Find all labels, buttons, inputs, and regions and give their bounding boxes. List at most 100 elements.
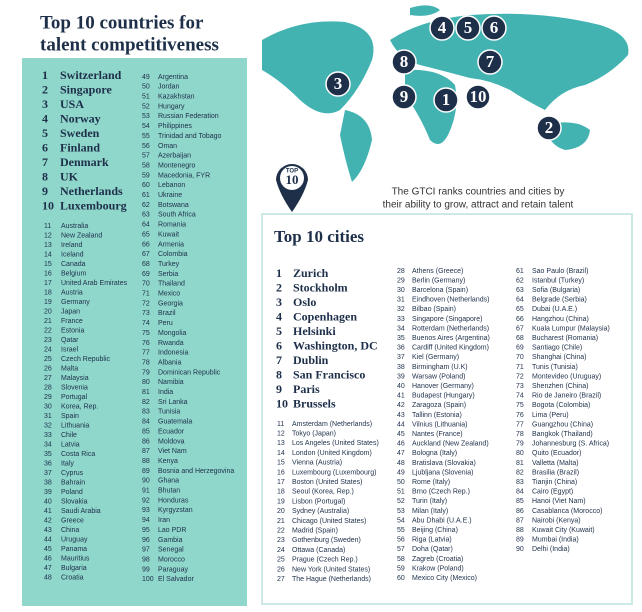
city-name: Shenzhen (China)	[532, 383, 588, 390]
city-rank: 73	[516, 383, 524, 390]
city-name: Tallinn (Estonia)	[412, 412, 462, 419]
city-name: Quito (Ecuador)	[532, 450, 581, 457]
map-marker	[391, 49, 417, 75]
city-rank: 82	[516, 469, 524, 476]
city-name: Kuala Lumpur (Malaysia)	[532, 325, 610, 332]
country-rank: 74	[142, 320, 150, 327]
country-rank: 14	[44, 251, 52, 258]
country-name: Hungary	[158, 103, 185, 110]
country-name: Brazil	[158, 310, 176, 317]
country-name: Saudi Arabia	[61, 508, 101, 515]
country-name: Gambia	[158, 537, 183, 544]
city-rank: 13	[277, 440, 285, 447]
city-name: Bologna (Italy)	[412, 450, 457, 457]
country-name: Croatia	[61, 574, 84, 581]
city-name: Sao Paulo (Brazil)	[532, 268, 588, 275]
map-marker	[391, 84, 417, 110]
country-name: Japan	[61, 308, 80, 315]
country-rank: 72	[142, 300, 150, 307]
country-name: UK	[60, 169, 79, 183]
city-name: Vienna (Austria)	[292, 460, 342, 467]
country-name: Georgia	[158, 300, 183, 307]
country-name: Armenia	[158, 241, 184, 248]
badge-top: TOP	[286, 169, 298, 175]
country-name: Kenya	[158, 458, 178, 465]
city-name: Belgrade (Serbia)	[532, 297, 587, 304]
map-marker-label: 1	[442, 90, 451, 109]
city-rank: 25	[277, 557, 285, 564]
city-rank: 39	[397, 373, 405, 380]
map-marker	[536, 115, 562, 141]
country-rank: 41	[44, 508, 52, 515]
city-name: Berlin (Germany)	[412, 277, 465, 284]
country-name: Romania	[158, 222, 186, 229]
country-name: Kazakhstan	[158, 94, 195, 101]
country-name: El Salvador	[158, 576, 194, 583]
city-rank: 8	[276, 367, 282, 381]
country-name: Estonia	[61, 327, 84, 334]
city-rank: 63	[516, 287, 524, 294]
city-name: Zagreb (Croatia)	[412, 556, 463, 563]
city-rank: 33	[397, 316, 405, 323]
country-name: Guatemala	[158, 419, 192, 426]
city-rank: 20	[277, 508, 285, 515]
city-rank: 11	[277, 421, 284, 428]
city-rank: 66	[516, 316, 524, 323]
city-rank: 76	[516, 412, 524, 419]
country-name: Bhutan	[158, 488, 180, 495]
city-name: Ljubljana (Slovenia)	[412, 469, 473, 476]
city-name: Kuwait City (Kuwait)	[532, 527, 595, 534]
country-name: Singapore	[60, 82, 112, 96]
country-name: Luxembourg	[60, 198, 127, 212]
country-name: Netherlands	[60, 184, 123, 198]
city-name: Tokyo (Japan)	[292, 431, 336, 438]
city-name: Montevideo (Uruguay)	[532, 373, 601, 380]
country-rank: 80	[142, 379, 150, 386]
city-name: Cardiff (United Kingdom)	[412, 345, 489, 352]
city-rank: 77	[516, 421, 524, 428]
country-rank: 70	[142, 281, 150, 288]
city-rank: 34	[397, 325, 405, 332]
city-name: Auckland (New Zealand)	[412, 441, 489, 448]
country-name: Latvia	[61, 441, 80, 448]
country-name: Israel	[61, 346, 79, 353]
city-name: Amsterdam (Netherlands)	[292, 421, 372, 428]
country-rank: 7	[42, 155, 48, 169]
city-rank: 67	[516, 325, 524, 332]
country-rank: 5	[42, 126, 48, 140]
city-rank: 84	[516, 489, 524, 496]
city-rank: 21	[277, 518, 285, 525]
world-map	[262, 5, 629, 182]
city-name: Singapore (Singapore)	[412, 316, 482, 323]
country-rank: 61	[142, 192, 150, 199]
city-name: Brasilia (Brazil)	[532, 469, 579, 476]
city-rank: 64	[516, 297, 524, 304]
city-name: Abu Dhabi (U.A.E.)	[412, 517, 472, 524]
country-name: Norway	[60, 111, 101, 125]
country-name: Serbia	[158, 271, 178, 278]
city-rank: 78	[516, 431, 524, 438]
country-rank: 34	[44, 441, 52, 448]
country-name: Namibia	[158, 379, 184, 386]
city-name: Nantes (France)	[412, 431, 463, 438]
country-name: Bahrain	[61, 479, 85, 486]
city-rank: 32	[397, 306, 405, 313]
city-name: Stockholm	[293, 280, 348, 294]
city-rank: 16	[277, 469, 285, 476]
country-name: Lithuania	[61, 422, 90, 429]
country-rank: 36	[44, 460, 52, 467]
country-rank: 27	[44, 375, 52, 382]
country-rank: 38	[44, 479, 52, 486]
city-rank: 86	[516, 508, 524, 515]
city-rank: 53	[397, 508, 405, 515]
map-marker-label: 3	[334, 74, 343, 93]
city-rank: 44	[397, 421, 405, 428]
city-rank: 65	[516, 306, 524, 313]
city-name: Helsinki	[293, 324, 336, 338]
country-rank: 55	[142, 133, 150, 140]
cities-panel	[261, 213, 633, 605]
country-rank: 15	[44, 261, 52, 268]
country-rank: 63	[142, 212, 150, 219]
country-name: Korea, Rep.	[61, 403, 98, 410]
country-name: Ecuador	[158, 428, 185, 435]
